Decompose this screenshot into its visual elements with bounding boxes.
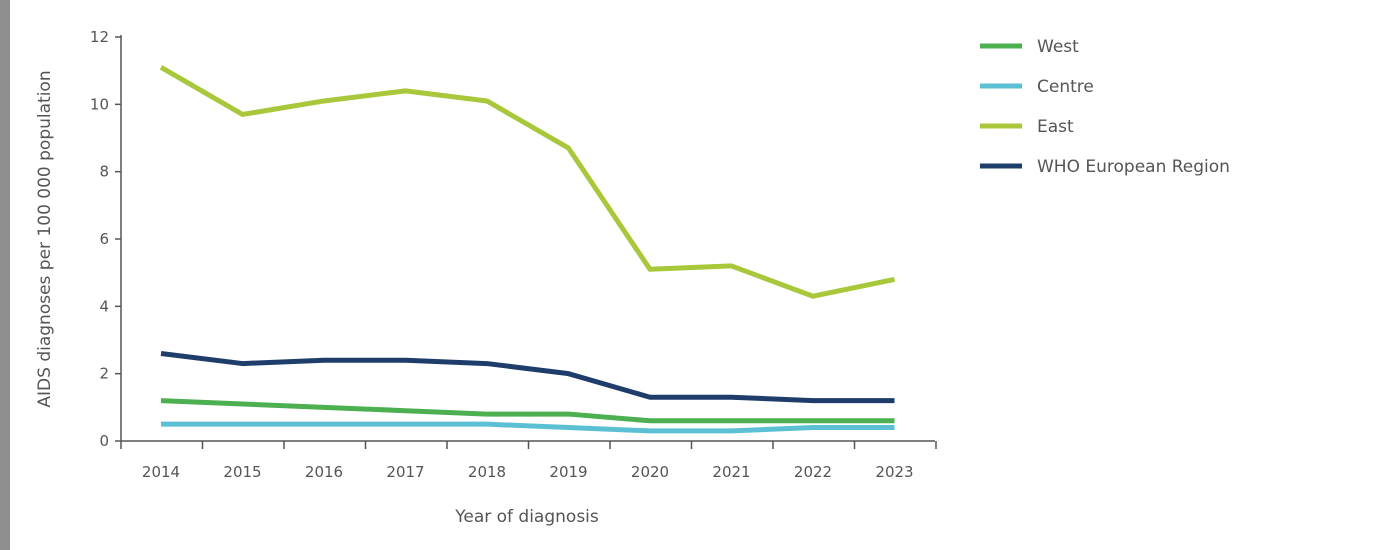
y-tick-label: 10 xyxy=(90,95,109,113)
y-tick-label: 0 xyxy=(99,432,109,450)
series-line-centre xyxy=(161,421,895,434)
series-group xyxy=(159,65,896,434)
series-line-west xyxy=(160,398,895,424)
x-tick-label: 2014 xyxy=(142,463,180,481)
legend-label: East xyxy=(1037,117,1074,137)
x-tick-label: 2017 xyxy=(386,463,424,481)
x-tick-label: 2020 xyxy=(631,463,669,481)
x-axis-title: Year of diagnosis xyxy=(454,507,599,527)
x-tick-label: 2022 xyxy=(794,463,832,481)
y-tick-label: 6 xyxy=(99,230,109,248)
y-tick-label: 8 xyxy=(99,163,109,181)
series-line-who-european-region xyxy=(160,350,895,404)
x-axis: 2014 2015 2016 2017 2018 2019 2020 2021 2022 2023 xyxy=(120,440,937,481)
y-tick-label: 12 xyxy=(90,28,109,46)
legend: West Centre East WHO European Region xyxy=(980,37,1230,177)
x-tick-label: 2016 xyxy=(305,463,343,481)
legend-label: West xyxy=(1037,37,1079,57)
y-tick-label: 2 xyxy=(99,365,109,383)
x-tick-label: 2019 xyxy=(549,463,587,481)
legend-label: WHO European Region xyxy=(1037,157,1230,177)
left-border-strip xyxy=(0,0,10,550)
legend-label: Centre xyxy=(1037,77,1094,97)
x-tick-label: 2018 xyxy=(468,463,506,481)
y-axis-title: AIDS diagnoses per 100 000 population xyxy=(35,70,55,407)
y-axis: 0 2 4 6 8 10 12 xyxy=(90,28,122,450)
x-tick-label: 2021 xyxy=(712,463,750,481)
x-tick-label: 2023 xyxy=(875,463,913,481)
series-line-east xyxy=(159,65,896,299)
x-tick-label: 2015 xyxy=(223,463,261,481)
y-tick-label: 4 xyxy=(99,297,109,315)
